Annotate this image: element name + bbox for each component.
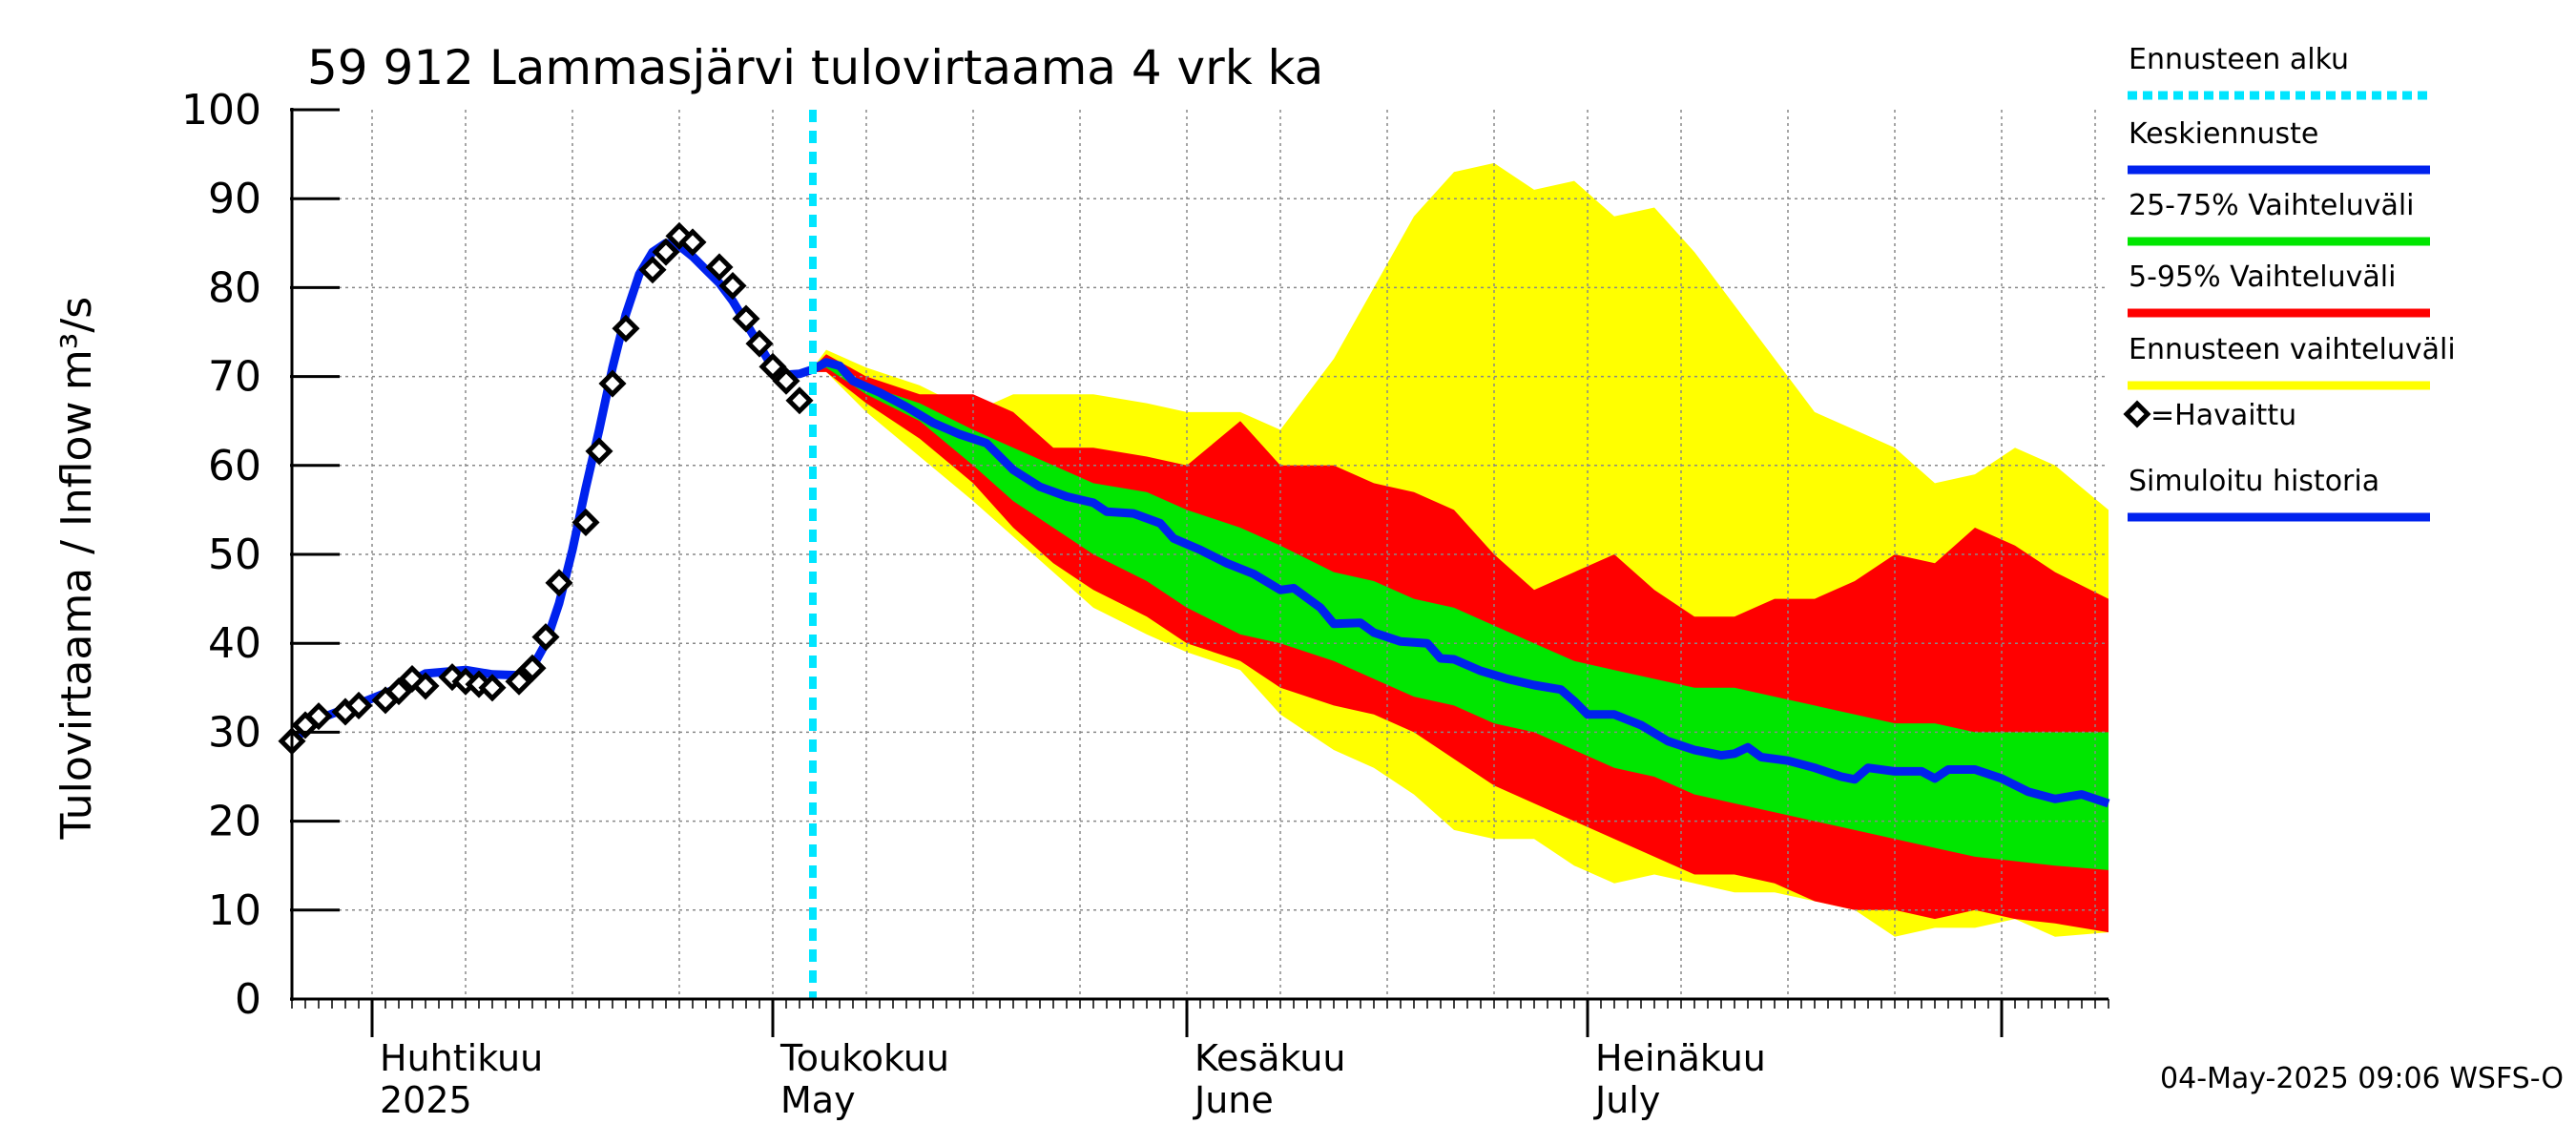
timestamp: 04-May-2025 09:06 WSFS-O (2160, 1062, 2564, 1095)
x-tick-label-sub: 2025 (380, 1079, 472, 1121)
y-tick-label: 30 (208, 708, 261, 757)
median-forecast-line (810, 358, 2110, 808)
y-tick-label: 10 (208, 886, 261, 935)
y-tick-label: 20 (208, 798, 261, 846)
y-tick-label: 90 (208, 175, 261, 223)
y-tick-label: 50 (208, 531, 261, 579)
observed-point (585, 437, 613, 466)
observed-point (304, 702, 333, 731)
x-tick-label-sub: June (1193, 1079, 1274, 1121)
legend-label: Ennusteen alku (2129, 43, 2349, 76)
observed-markers (278, 221, 814, 756)
legend-label: 25-75% Vaihteluväli (2129, 189, 2415, 222)
observed-point (652, 238, 680, 266)
observed-point (384, 677, 413, 706)
observed-point (344, 691, 373, 719)
observed-point (571, 508, 600, 536)
observed-point (505, 667, 533, 696)
observed-point (758, 352, 787, 381)
x-tick-label-month: Toukokuu (779, 1037, 949, 1079)
x-tick-label-month: Heinäkuu (1595, 1037, 1766, 1079)
observed-point (772, 366, 800, 395)
observed-point (718, 272, 747, 301)
x-tick-label-sub: July (1593, 1079, 1660, 1121)
legend-marker-diamond (2123, 400, 2151, 428)
observed-point (598, 369, 627, 398)
observed-point (638, 256, 667, 284)
band-25-75 (813, 359, 2109, 870)
observed-point (745, 329, 774, 358)
y-tick-label: 80 (208, 263, 261, 312)
observed-point (478, 674, 507, 702)
legend-label: Simuloitu historia (2129, 465, 2379, 498)
observed-point (732, 304, 760, 333)
observed-point (678, 228, 707, 257)
legend-label: 5-95% Vaihteluväli (2129, 260, 2396, 294)
legend-label: Ennusteen vaihteluväli (2129, 333, 2456, 366)
observed-point (531, 623, 560, 652)
observed-point (411, 672, 440, 700)
x-tick-label-sub: May (780, 1079, 856, 1121)
y-tick-label: 60 (208, 442, 261, 490)
x-tick-label-month: Huhtikuu (380, 1037, 543, 1079)
y-tick-label: 40 (208, 619, 261, 668)
observed-point (518, 654, 547, 682)
y-tick-label: 70 (208, 353, 261, 402)
y-axis-unit: m³/s (52, 297, 101, 390)
observed-point (545, 569, 573, 597)
y-tick-label: 0 (235, 975, 261, 1024)
legend-label: Keskiennuste (2129, 117, 2318, 151)
observed-point (785, 386, 814, 415)
y-axis-label: Tulovirtaama / Inflow (52, 402, 101, 841)
observed-point (705, 253, 734, 281)
y-tick-label: 100 (181, 86, 261, 135)
x-tick-label-month: Kesäkuu (1195, 1037, 1346, 1079)
legend-label: =Havaittu (2150, 399, 2296, 432)
chart-title: 59 912 Lammasjärvi tulovirtaama 4 vrk ka (307, 40, 1323, 95)
legend: Ennusteen alku Keskiennuste 25-75% Vaihtel… (2123, 43, 2456, 522)
observed-point (612, 314, 640, 343)
